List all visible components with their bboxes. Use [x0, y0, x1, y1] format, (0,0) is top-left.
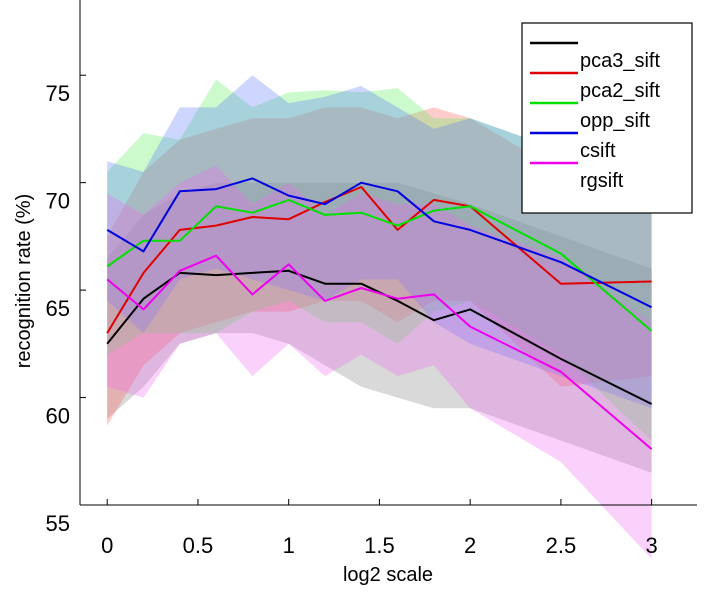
y-tick-label: 60 — [46, 404, 70, 429]
x-tick-label: 3 — [646, 533, 658, 558]
x-tick-label: 0.5 — [183, 533, 214, 558]
legend-label-csift: csift — [580, 140, 616, 162]
y-tick-label: 75 — [46, 81, 70, 106]
legend-label-rgsift: rgsift — [580, 170, 624, 192]
series-line-rgsift — [106, 254, 653, 450]
series-line-csift — [106, 177, 653, 309]
band-pca2_sift — [107, 107, 652, 426]
x-tick-label: 2 — [464, 533, 476, 558]
y-tick-label: 70 — [46, 189, 70, 214]
series-line-pca3_sift — [106, 269, 653, 405]
band-rgsift — [107, 165, 652, 559]
band-pca3_sift — [107, 182, 652, 473]
x-tick-label: 0 — [101, 533, 113, 558]
x-tick-label: 1 — [283, 533, 295, 558]
x-tick-label: 1.5 — [364, 533, 395, 558]
legend-box — [521, 22, 693, 214]
band-csift — [107, 75, 652, 409]
legend-label-opp_sift: opp_sift — [580, 110, 650, 132]
x-axis-label: log2 scale — [343, 564, 433, 586]
legend-label-pca2_sift: pca2_sift — [580, 80, 660, 102]
y-axis-label: recognition rate (%) — [13, 194, 35, 369]
x-tick-label: 2.5 — [546, 533, 577, 558]
y-tick-label: 55 — [46, 511, 70, 536]
band-opp_sift — [107, 79, 652, 441]
series-line-opp_sift — [106, 198, 653, 332]
y-tick-label: 65 — [46, 296, 70, 321]
legend-label-pca3_sift: pca3_sift — [580, 50, 660, 72]
